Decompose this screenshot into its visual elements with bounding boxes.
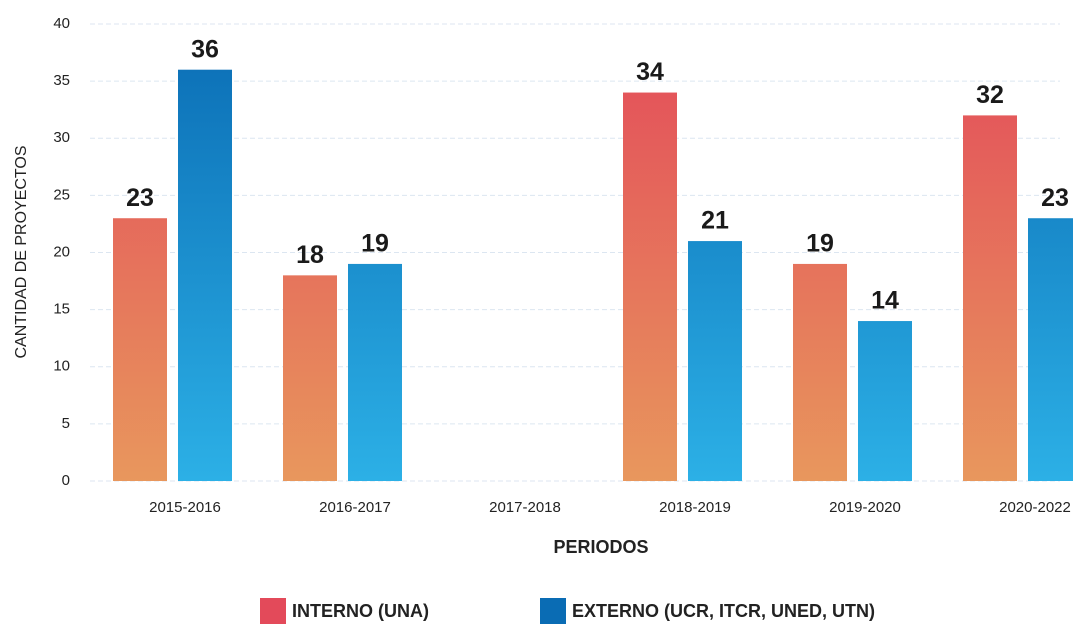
y-tick-label: 15 <box>53 301 70 318</box>
data-label: 14 <box>871 287 899 315</box>
data-label: 32 <box>976 81 1004 109</box>
data-label: 36 <box>191 35 219 63</box>
data-label: 19 <box>361 230 389 258</box>
x-tick-label: 2018-2019 <box>659 499 731 516</box>
legend-label: EXTERNO (UCR, ITCR, UNED, UTN) <box>572 601 875 621</box>
bar <box>1028 218 1073 481</box>
bar <box>688 241 742 481</box>
data-label: 18 <box>296 241 324 269</box>
y-tick-label: 40 <box>53 15 70 32</box>
bar <box>623 92 677 482</box>
legend-label: INTERNO (UNA) <box>292 601 429 621</box>
bar <box>963 115 1017 482</box>
data-label: 21 <box>701 207 729 235</box>
y-tick-label: 30 <box>53 129 70 146</box>
y-tick-label: 35 <box>53 72 70 89</box>
bar <box>283 275 337 481</box>
y-tick-label: 20 <box>53 243 70 260</box>
legend-swatch <box>260 598 286 624</box>
bar <box>178 69 232 481</box>
y-tick-label: 10 <box>53 358 70 375</box>
x-tick-label: 2020-2022 <box>999 499 1071 516</box>
y-tick-label: 5 <box>62 415 70 432</box>
y-tick-label: 0 <box>62 472 70 489</box>
data-label: 23 <box>126 184 154 212</box>
bar <box>793 263 847 481</box>
legend-swatch <box>540 598 566 624</box>
y-axis-label: CANTIDAD DE PROYECTOS <box>13 145 30 358</box>
x-axis-label: PERIODOS <box>553 537 648 557</box>
bar <box>113 218 167 481</box>
x-tick-label: 2016-2017 <box>319 499 391 516</box>
data-label: 23 <box>1041 184 1069 212</box>
x-tick-label: 2019-2020 <box>829 499 901 516</box>
y-tick-label: 25 <box>53 186 70 203</box>
x-tick-label: 2015-2016 <box>149 499 221 516</box>
x-tick-label: 2017-2018 <box>489 499 561 516</box>
data-label: 19 <box>806 230 834 258</box>
bar <box>858 321 912 481</box>
data-label: 34 <box>636 58 664 86</box>
bar <box>348 263 402 481</box>
